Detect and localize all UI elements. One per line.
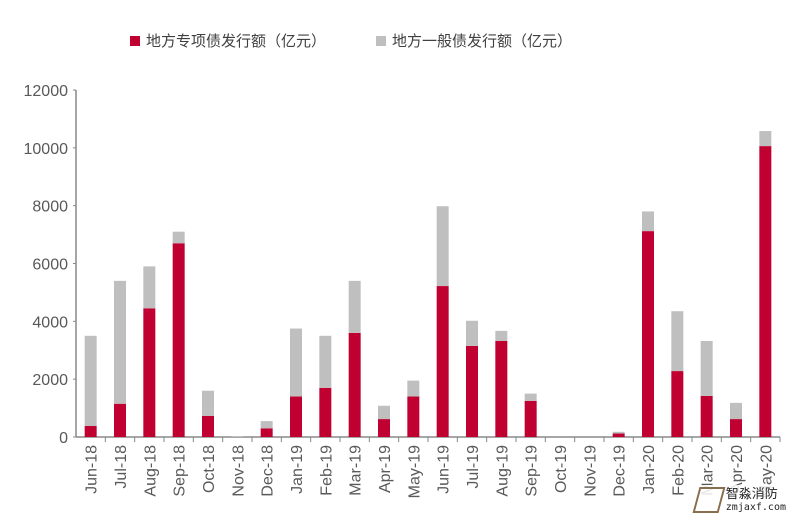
bar-general [114, 280, 126, 404]
bar-general [436, 206, 449, 287]
bar-general [759, 131, 772, 147]
watermark: 智淼消防 zmjaxf.com [691, 485, 790, 515]
bar-special [642, 231, 654, 437]
legend-item-special-bonds: 地方专项债发行额（亿元） [130, 30, 326, 51]
x-tick-label: Jun-19 [436, 445, 453, 494]
bar-general [231, 436, 244, 437]
bar-general [700, 340, 713, 396]
bar-special [202, 415, 214, 437]
bar-special [114, 403, 126, 437]
y-tick-label: 4000 [32, 314, 68, 331]
watermark-name: 智淼消防 [725, 486, 778, 502]
x-tick-label: Apr-19 [377, 445, 394, 493]
bar-general [378, 405, 390, 420]
legend-swatch-general [376, 35, 387, 46]
x-tick-label: Mar-20 [700, 445, 717, 496]
x-tick-label: Jul-19 [465, 445, 482, 489]
bar-special [407, 396, 420, 437]
x-tick-label: Jul-18 [113, 445, 130, 489]
legend-label-general: 地方一般债发行额（亿元） [392, 32, 573, 50]
watermark-logo-icon [692, 487, 726, 513]
x-tick-label: Oct-18 [201, 445, 218, 493]
x-tick-label: Jan-19 [289, 445, 306, 494]
x-tick-label: Aug-18 [142, 445, 159, 497]
y-tick-label: 6000 [32, 257, 68, 274]
x-tick-label: Sep-19 [524, 445, 541, 497]
bar-special [260, 428, 273, 437]
bar-special [730, 419, 742, 437]
bar-general [260, 421, 273, 429]
y-tick-label: 0 [59, 430, 68, 447]
bar-special [348, 332, 361, 437]
legend-label-special: 地方专项债发行额（亿元） [146, 32, 327, 50]
bar-special [759, 146, 772, 437]
x-tick-label: Jan-20 [641, 445, 658, 494]
bar-general [642, 211, 654, 232]
bar-general [143, 266, 156, 309]
x-tick-label: May-20 [758, 445, 775, 498]
x-tick-label: Jun-18 [84, 445, 101, 494]
x-tick-label: Oct-19 [553, 445, 570, 493]
bar-special [378, 419, 390, 437]
legend-swatch-special [130, 35, 140, 46]
bar-special [495, 340, 508, 437]
bar-general [202, 390, 214, 416]
x-tick-label: Apr-20 [729, 445, 746, 493]
x-tick-label: Feb-19 [318, 445, 335, 496]
bar-general [466, 320, 478, 346]
bar-special [524, 400, 537, 437]
legend-item-general-bonds: 地方一般债发行额（亿元） [376, 30, 572, 51]
x-tick-label: Nov-19 [582, 445, 599, 497]
legend: 地方专项债发行额（亿元） 地方一般债发行额（亿元） [130, 30, 572, 51]
x-tick-label: Dec-19 [612, 445, 629, 497]
bar-general [730, 402, 742, 420]
bar-general [407, 380, 420, 397]
watermark-url: zmjaxf.com [725, 501, 786, 513]
bar-special [436, 286, 449, 437]
bar-special [466, 345, 478, 437]
y-tick-label: 10000 [24, 141, 69, 158]
y-tick-label: 2000 [32, 372, 68, 389]
y-tick-label: 12000 [24, 83, 69, 100]
bar-general [290, 328, 302, 397]
x-tick-label: Nov-18 [230, 445, 247, 497]
bar-general [671, 311, 684, 372]
bar-special [84, 426, 97, 437]
bar-special [612, 433, 625, 437]
bar-special [172, 243, 185, 437]
bar-special [671, 371, 684, 437]
bar-special [290, 396, 302, 437]
bar-general [319, 335, 332, 388]
bar-special [143, 308, 156, 437]
x-tick-label: May-19 [406, 445, 423, 498]
x-tick-label: Dec-18 [260, 445, 277, 497]
x-tick-label: Feb-20 [670, 445, 687, 496]
bar-general [495, 330, 508, 341]
x-tick-label: Sep-18 [172, 445, 189, 497]
bar-general [524, 393, 537, 401]
bar-general [348, 280, 361, 333]
bar-special [700, 395, 713, 437]
bar-general [172, 231, 185, 244]
bar-special [319, 387, 332, 437]
y-tick-label: 8000 [32, 199, 68, 216]
x-tick-label: Aug-19 [494, 445, 511, 497]
bar-general [612, 431, 625, 434]
bar-general [84, 335, 97, 427]
x-tick-label: Mar-19 [348, 445, 365, 496]
